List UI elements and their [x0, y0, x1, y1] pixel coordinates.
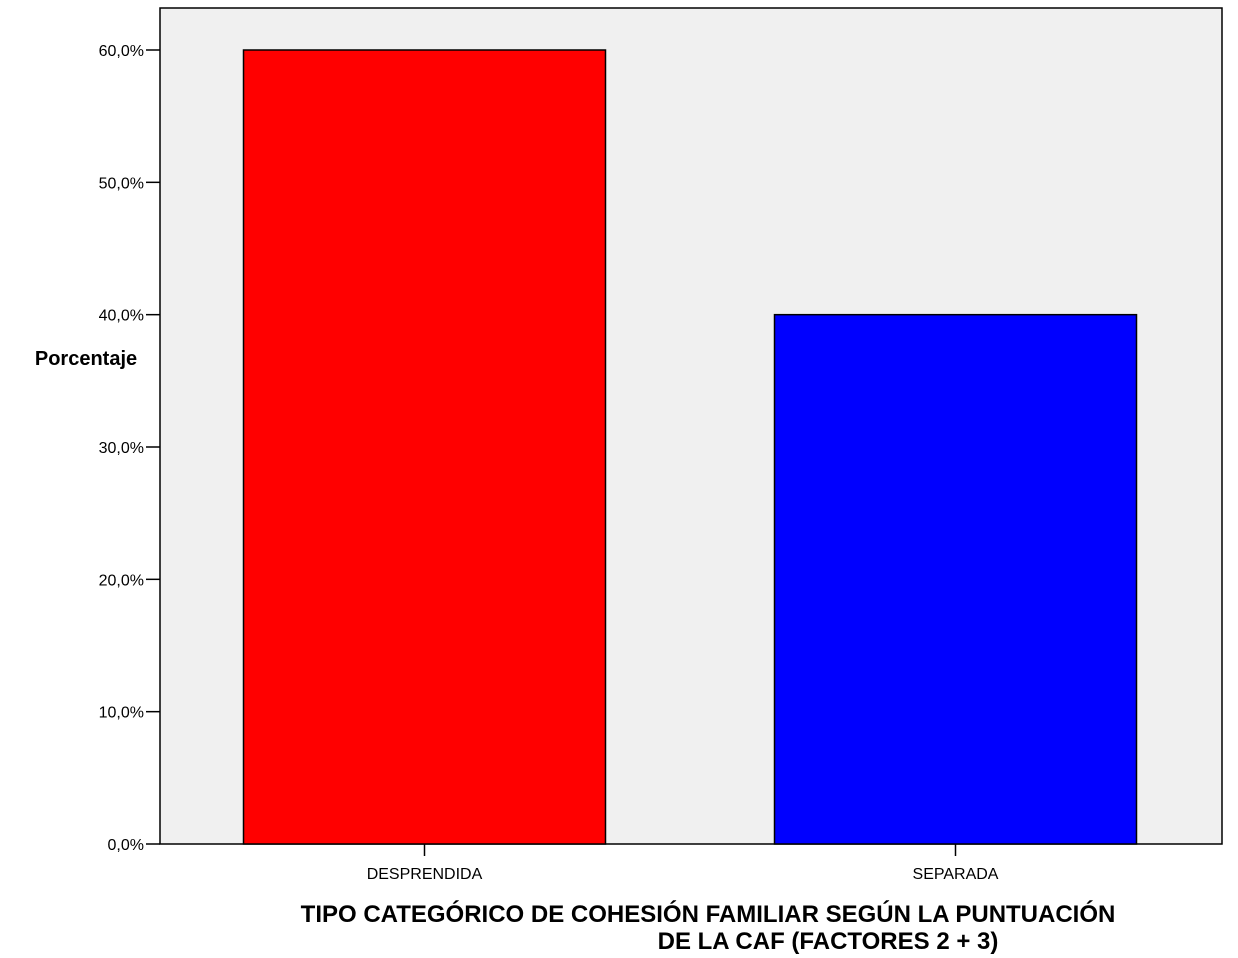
y-tick-label: 40,0%: [99, 308, 144, 325]
x-axis-label-line-2: DE LA CAF (FACTORES 2 + 3): [658, 928, 999, 955]
y-tick-label: 10,0%: [99, 705, 144, 722]
x-axis-ticks: DESPRENDIDA SEPARADA: [367, 844, 999, 883]
bars-group: [242, 49, 1138, 845]
bar-separada: [773, 313, 1138, 845]
y-axis-label: Porcentaje: [35, 348, 137, 370]
bar-desprendida: [242, 49, 607, 845]
x-tick-label: DESPRENDIDA: [367, 866, 483, 883]
x-tick-label: SEPARADA: [913, 866, 999, 883]
y-tick-label: 60,0%: [99, 43, 144, 60]
y-tick-label: 0,0%: [108, 837, 144, 854]
y-axis-ticks: 0,0% 10,0% 20,0% 30,0% 40,0% 50,0% 60,0%: [99, 43, 160, 854]
y-tick-label: 30,0%: [99, 440, 144, 457]
x-axis-label-line-1: TIPO CATEGÓRICO DE COHESIÓN FAMILIAR SEG…: [301, 900, 1116, 928]
y-tick-label: 20,0%: [99, 572, 144, 589]
y-tick-label: 50,0%: [99, 175, 144, 192]
